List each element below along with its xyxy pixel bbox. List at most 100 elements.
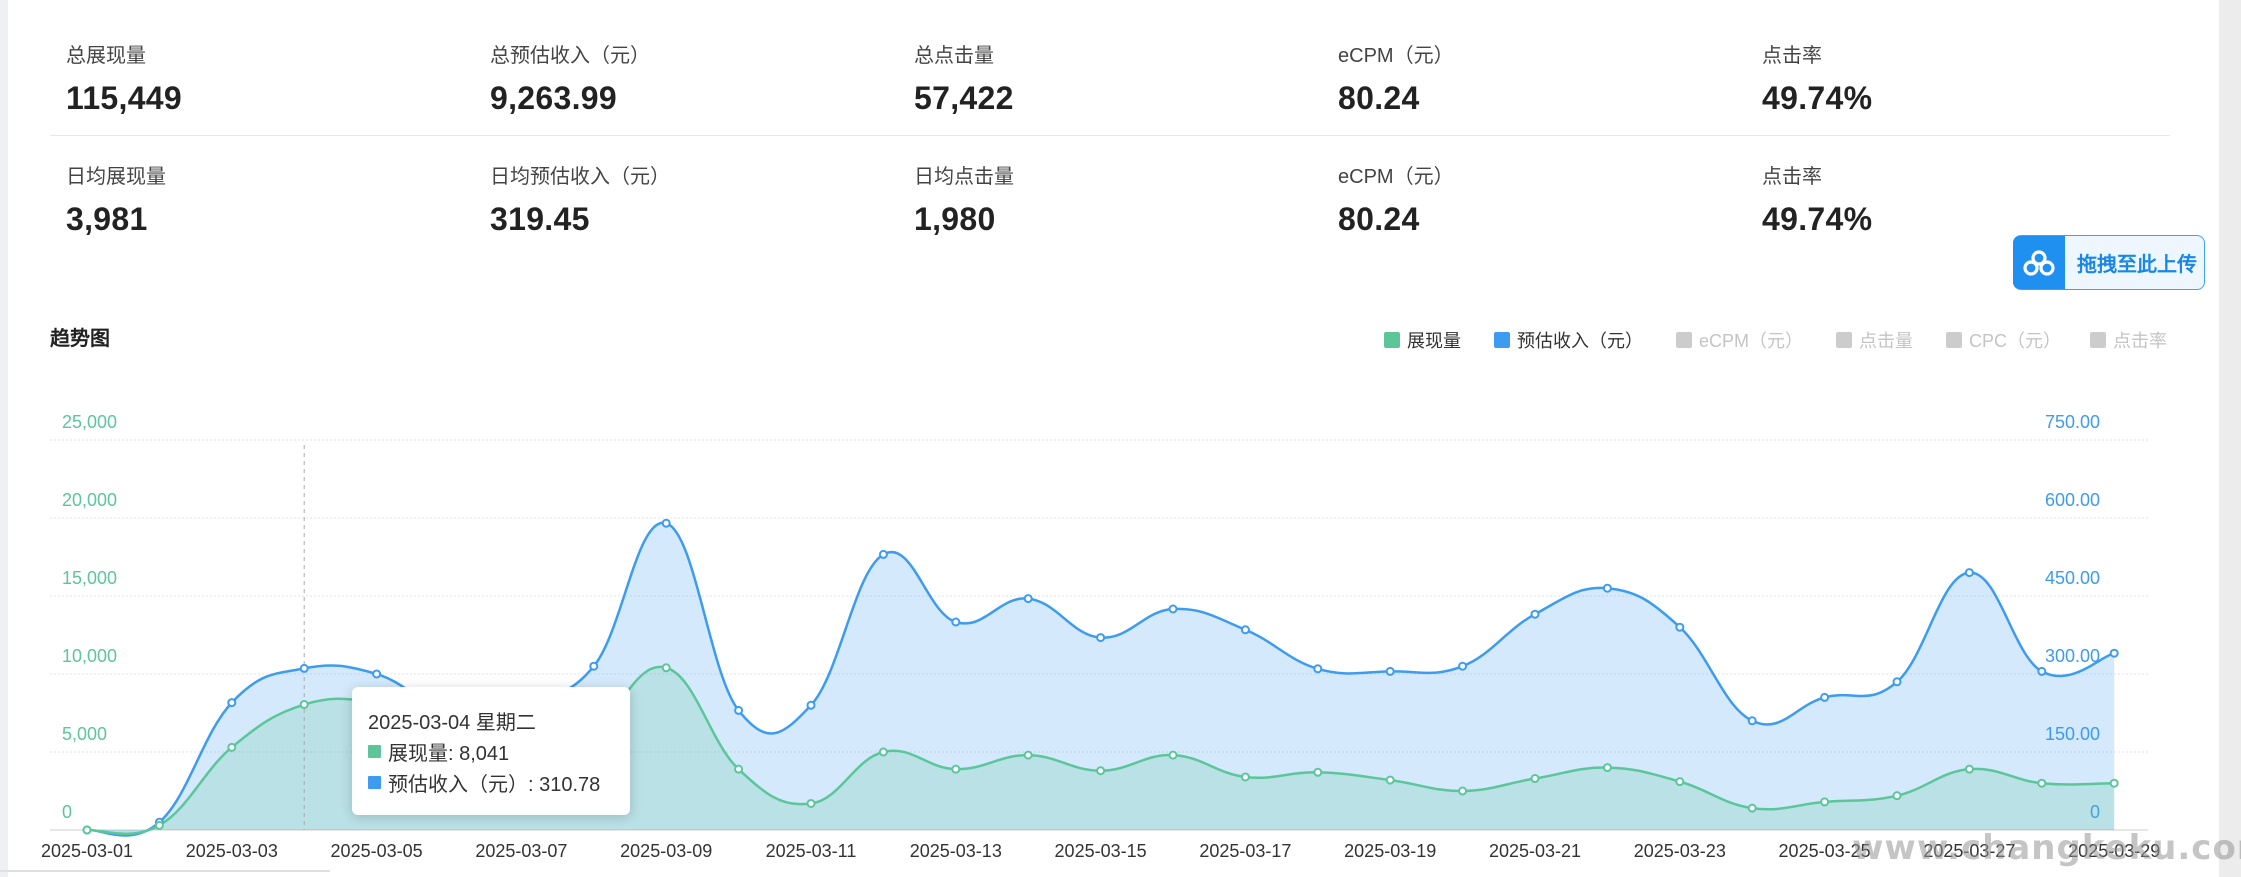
x-tick-label: 2025-03-13 [910, 841, 1002, 861]
revenue-point [1096, 633, 1106, 643]
y-right-tick-label: 750.00 [2045, 412, 2100, 432]
stat-label: 日均预估收入（元） [490, 166, 670, 188]
stat-total-impressions: 总展现量 115,449 [50, 25, 474, 135]
stat-value: 80.24 [1338, 80, 1420, 116]
revenue-point [2109, 648, 2119, 658]
stat-daily-clicks: 日均点击量 1,980 [898, 146, 1322, 264]
impressions-point [1892, 791, 1902, 801]
x-tick-label: 2025-03-05 [331, 841, 423, 861]
watermark: www.changkeku.com [1852, 828, 2241, 868]
stat-label: eCPM（元） [1338, 166, 1454, 188]
stat-value: 319.45 [490, 201, 590, 237]
tooltip-impressions-row: 展现量: 8,041 [368, 736, 614, 767]
y-left-tick-label: 25,000 [62, 412, 117, 432]
x-tick-label: 2025-03-19 [1344, 841, 1436, 861]
legend-label: 预估收入（元） [1517, 331, 1643, 351]
legend-item[interactable]: 点击率 [2090, 327, 2167, 353]
x-tick-label: 2025-03-21 [1489, 841, 1581, 861]
tooltip-impressions-swatch [368, 745, 381, 758]
impressions-point [1240, 772, 1250, 782]
stat-total-ecpm: eCPM（元） 80.24 [1322, 25, 1746, 135]
legend-swatch [1836, 332, 1852, 348]
x-tick-label: 2025-03-23 [1634, 841, 1726, 861]
chart-tooltip: 2025-03-04 星期二 展现量: 8,041 预估收入（元）: 310.7… [352, 687, 630, 815]
revenue-point [1602, 583, 1612, 593]
impressions-point [2109, 778, 2119, 788]
tooltip-revenue-swatch [368, 776, 381, 789]
revenue-point [299, 663, 309, 673]
x-tick-label: 2025-03-03 [186, 841, 278, 861]
drag-upload-button[interactable]: 拖拽至此上传 [2013, 235, 2205, 290]
chart-title: 趋势图 [50, 328, 110, 350]
impressions-point [878, 747, 888, 757]
y-left-tick-label: 20,000 [62, 490, 117, 510]
stat-label: 点击率 [1762, 166, 1822, 188]
revenue-point [734, 705, 744, 715]
stat-value: 57,422 [914, 80, 1014, 116]
right-scrollbar[interactable] [2219, 0, 2241, 877]
x-tick-label: 2025-03-15 [1055, 841, 1147, 861]
revenue-point [1530, 609, 1540, 619]
impressions-point [1820, 797, 1830, 807]
legend-swatch [1676, 332, 1692, 348]
revenue-point [1892, 677, 1902, 687]
x-tick-label: 2025-03-25 [1779, 841, 1871, 861]
legend-swatch [1384, 332, 1400, 348]
impressions-point [1530, 774, 1540, 784]
impressions-point [299, 700, 309, 710]
revenue-point [806, 700, 816, 710]
revenue-point [1168, 604, 1178, 614]
legend-item[interactable]: CPC（元） [1946, 327, 2061, 353]
impressions-point [806, 798, 816, 808]
impressions-point [154, 820, 164, 830]
impressions-point [1747, 803, 1757, 813]
legend-label: 点击率 [2113, 331, 2167, 351]
stat-label: 总展现量 [66, 45, 146, 67]
y-left-tick-label: 10,000 [62, 646, 117, 666]
legend-label: CPC（元） [1969, 331, 2062, 351]
stats-row-total: 总展现量 115,449 总预估收入（元） 9,263.99 总点击量 57,4… [50, 25, 2170, 136]
stat-label: 日均点击量 [914, 166, 1014, 188]
stat-total-clicks: 总点击量 57,422 [898, 25, 1322, 135]
y-right-tick-label: 0 [2090, 802, 2100, 822]
revenue-point [1964, 568, 1974, 578]
revenue-point [227, 698, 237, 708]
stat-label: 总点击量 [914, 45, 994, 67]
legend-swatch [1494, 332, 1510, 348]
impressions-point [1168, 750, 1178, 760]
stat-daily-revenue: 日均预估收入（元） 319.45 [474, 146, 898, 264]
impressions-point [227, 742, 237, 752]
drag-upload-label: 拖拽至此上传 [2077, 254, 2197, 276]
tooltip-impressions: 展现量: 8,041 [388, 743, 510, 765]
y-right-tick-label: 600.00 [2045, 490, 2100, 510]
x-tick-label: 2025-03-09 [620, 841, 712, 861]
stat-label: 总预估收入（元） [490, 45, 650, 67]
revenue-point [1240, 625, 1250, 635]
revenue-point [372, 669, 382, 679]
y-right-tick-label: 150.00 [2045, 724, 2100, 744]
legend-item[interactable]: 展现量 [1384, 327, 1461, 353]
chart-legend: 展现量 预估收入（元） eCPM（元） 点击量 CPC（元） 点击率 [0, 327, 2241, 357]
revenue-point [1458, 661, 1468, 671]
x-tick-label: 2025-03-27 [1923, 841, 2015, 861]
legend-item[interactable]: 预估收入（元） [1494, 327, 1643, 353]
impressions-point [951, 764, 961, 774]
y-right-tick-label: 450.00 [2045, 568, 2100, 588]
impressions-point [2037, 778, 2047, 788]
revenue-point [951, 617, 961, 627]
legend-label: 展现量 [1407, 331, 1461, 351]
stat-total-revenue: 总预估收入（元） 9,263.99 [474, 25, 898, 135]
y-left-tick-label: 5,000 [62, 724, 107, 744]
revenue-point [1820, 692, 1830, 702]
stats-row-daily: 日均展现量 3,981 日均预估收入（元） 319.45 日均点击量 1,980… [50, 136, 2170, 264]
legend-swatch [1946, 332, 1962, 348]
legend-swatch [2090, 332, 2106, 348]
x-tick-label: 2025-03-11 [766, 841, 857, 861]
legend-item[interactable]: eCPM（元） [1676, 327, 1803, 353]
legend-item[interactable]: 点击量 [1836, 327, 1913, 353]
impressions-point [1675, 777, 1685, 787]
impressions-point [1964, 764, 1974, 774]
cloud-share-icon [2013, 236, 2065, 289]
stat-daily-impressions: 日均展现量 3,981 [50, 146, 474, 264]
